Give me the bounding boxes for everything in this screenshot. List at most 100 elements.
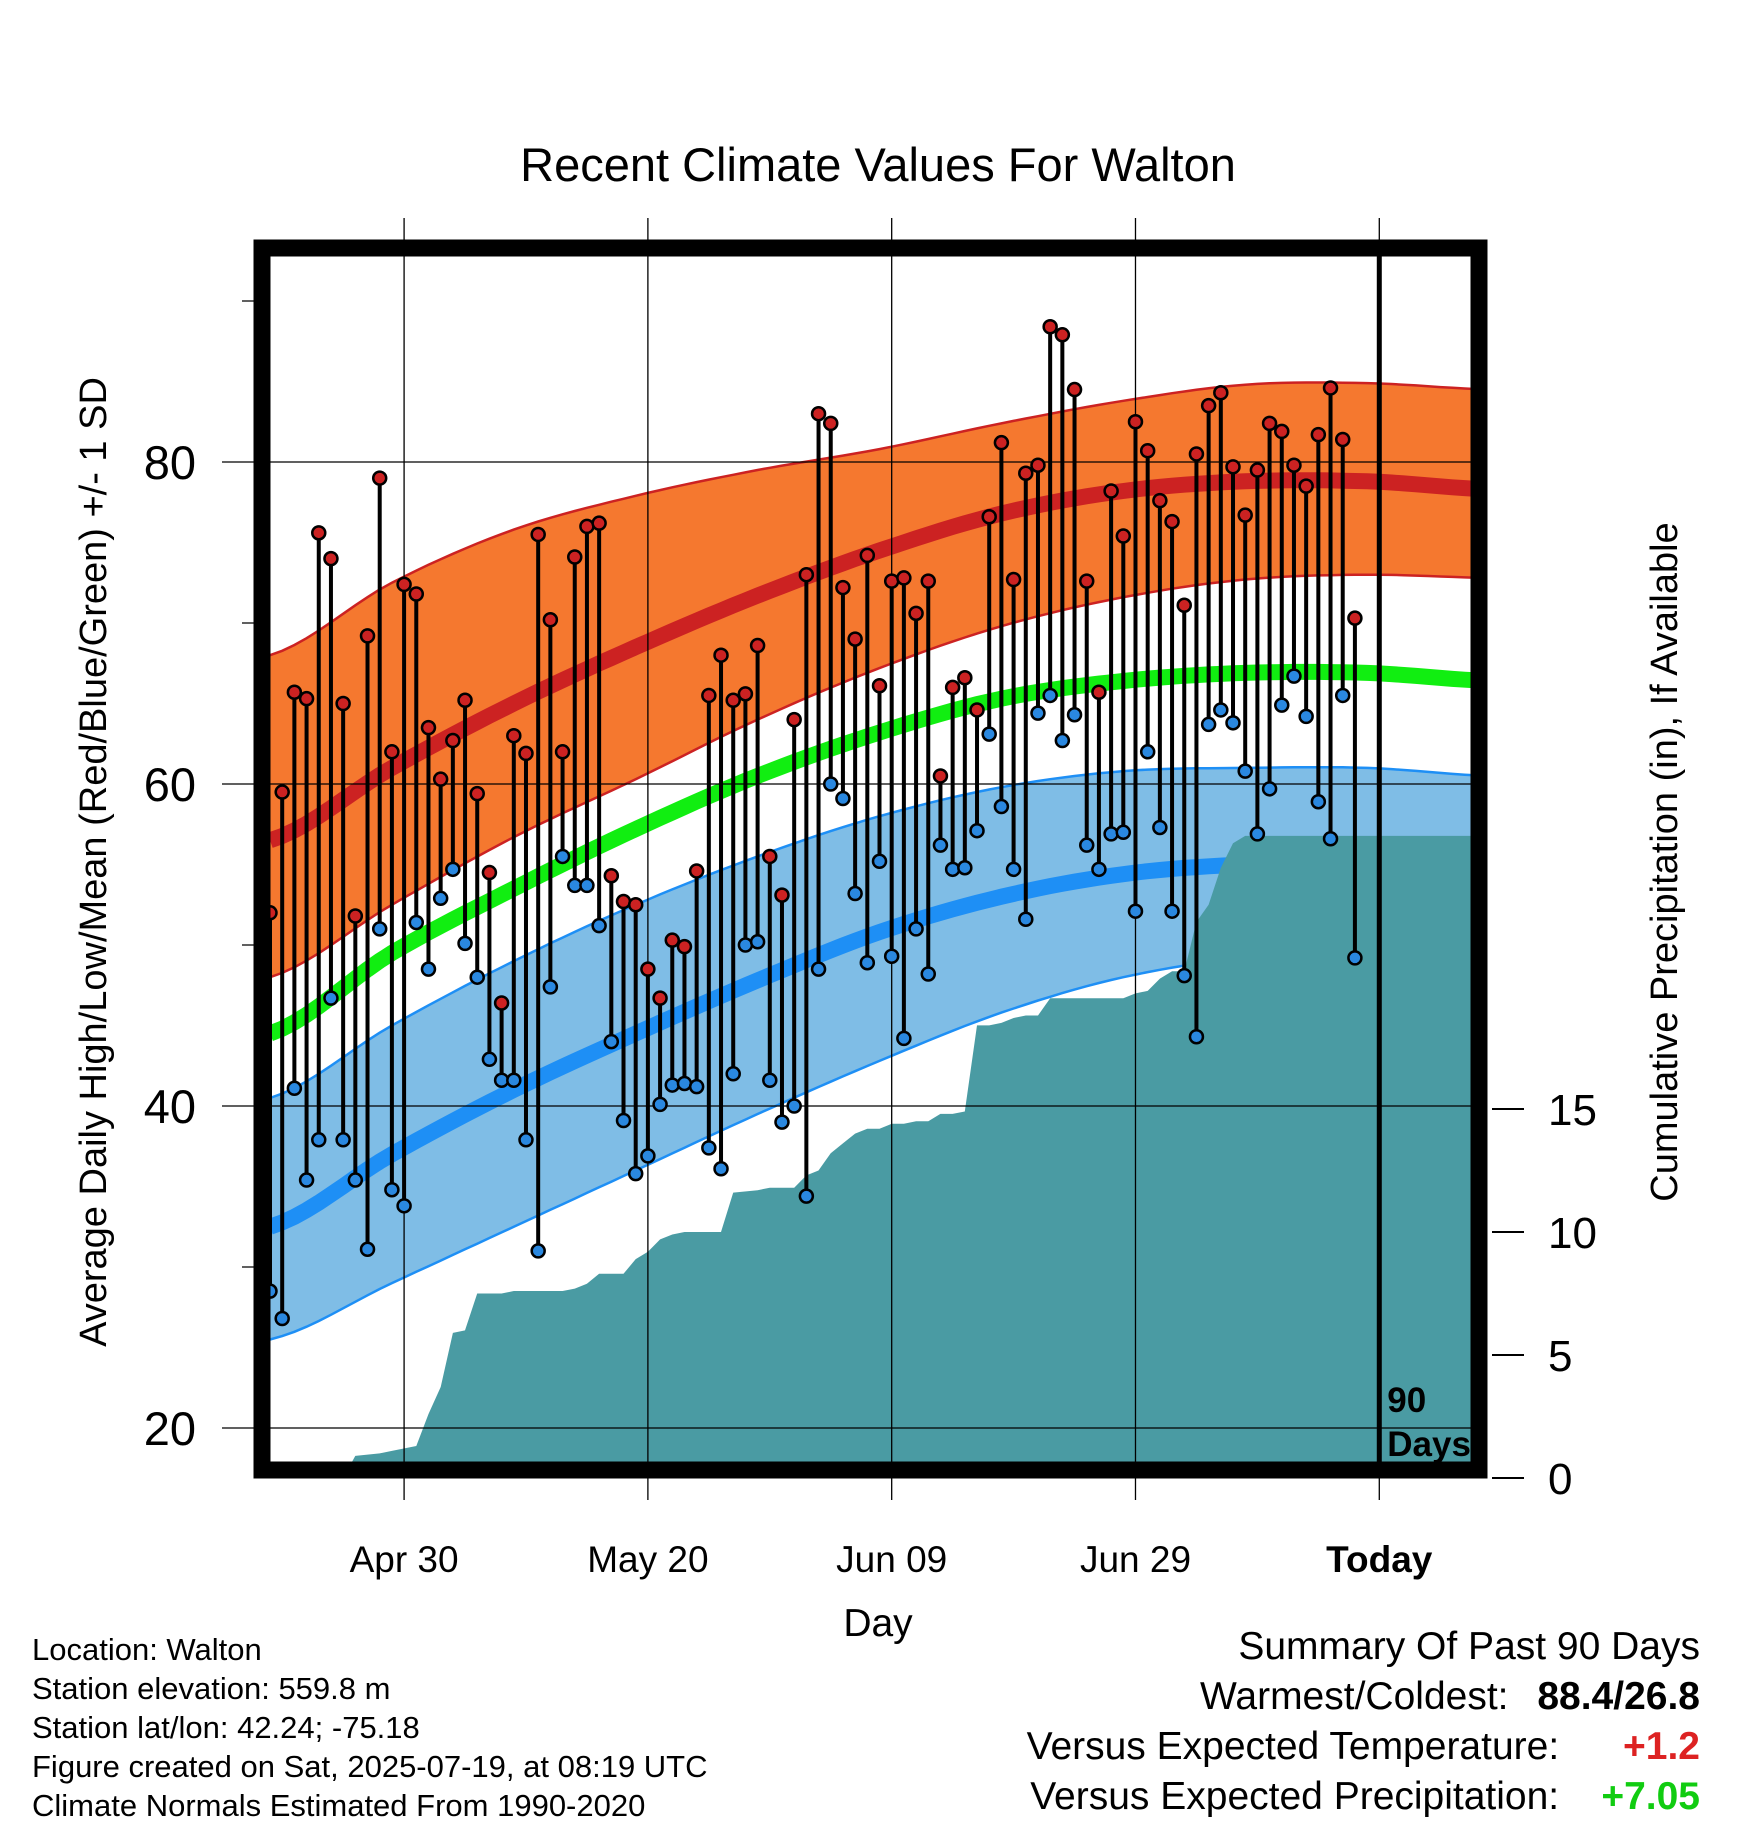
y2-tick-label: 15: [1548, 1086, 1597, 1135]
daily-low-point: [1347, 950, 1363, 966]
daily-high-point: [359, 628, 376, 644]
y-tick-label: 20: [144, 1402, 196, 1455]
daily-low-point: [1322, 830, 1339, 847]
daily-high-point: [1249, 462, 1266, 478]
y2-tick-label: 0: [1548, 1455, 1572, 1504]
summary-temp-row: Versus Expected Temperature: +1.2: [1027, 1722, 1700, 1772]
daily-high-point: [725, 692, 741, 709]
daily-low-point: [908, 921, 924, 937]
daily-low-point: [1225, 715, 1241, 731]
daily-high-point: [1005, 571, 1022, 588]
daily-low-point: [432, 890, 449, 907]
daily-low-point: [786, 1098, 802, 1114]
daily-low-point: [591, 917, 607, 934]
daily-high-point: [1261, 415, 1278, 432]
daily-high-point: [1286, 457, 1302, 473]
daily-high-point: [664, 932, 681, 948]
daily-high-point: [1347, 610, 1363, 626]
daily-low-point: [335, 1132, 351, 1148]
daily-high-point: [871, 678, 888, 694]
daily-high-point: [1066, 381, 1083, 398]
daily-high-point: [518, 745, 534, 762]
daily-low-point: [810, 961, 827, 977]
daily-high-point: [481, 864, 498, 881]
daily-high-point: [1361, 0, 1374, 7]
daily-high-point: [762, 848, 778, 865]
daily-low-point: [481, 1051, 498, 1068]
daily-low-point: [506, 1072, 522, 1088]
daily-high-point: [603, 868, 620, 884]
daily-high-point: [371, 470, 388, 486]
daily-high-point: [347, 908, 364, 924]
daily-low-point: [579, 877, 595, 894]
daily-low-point: [554, 848, 571, 865]
warmest-label: Warmest/Coldest:: [1200, 1675, 1509, 1718]
daily-low-point: [627, 1165, 644, 1182]
x-tick-label: May 20: [587, 1539, 708, 1580]
x-tick-label: Apr 30: [350, 1539, 459, 1580]
daily-high-point: [1139, 442, 1156, 459]
daily-high-point: [627, 897, 644, 913]
daily-low-point: [1274, 697, 1290, 713]
daily-low-point: [1200, 716, 1217, 733]
created-text: Figure created on Sat, 2025-07-19, at 08…: [32, 1749, 708, 1784]
temp-label: Versus Expected Temperature:: [1026, 1725, 1560, 1768]
daily-low-point: [347, 1172, 364, 1188]
daily-high-point: [993, 434, 1010, 451]
daily-low-point: [286, 1080, 303, 1097]
daily-low-point: [615, 1112, 632, 1129]
daily-high-point: [530, 526, 546, 543]
daily-low-point: [713, 1161, 729, 1177]
daily-high-point: [1213, 385, 1229, 401]
daily-high-point: [847, 631, 863, 647]
daily-low-point: [603, 1033, 620, 1050]
daily-high-point: [786, 711, 802, 728]
daily-low-point: [676, 1075, 693, 1092]
daily-low-point: [944, 861, 961, 878]
daily-high-point: [286, 684, 303, 700]
daily-low-point: [1005, 861, 1022, 878]
daily-high-point: [311, 525, 327, 541]
daily-low-point: [981, 726, 997, 742]
daily-low-point: [969, 822, 985, 839]
station-info: Location: Walton Station elevation: 559.…: [32, 1630, 708, 1825]
daily-low-point: [1310, 793, 1327, 810]
daily-high-point: [896, 570, 912, 586]
temp-value: +1.2: [1623, 1725, 1700, 1768]
daily-high-point: [1176, 597, 1192, 614]
daily-low-point: [957, 859, 973, 876]
daily-high-point: [432, 771, 449, 787]
daily-low-point: [1361, 0, 1374, 7]
daily-low-point: [469, 969, 485, 985]
daily-high-point: [323, 550, 339, 567]
daily-low-point: [1139, 744, 1156, 760]
y-axis-label: Average Daily High/Low/Mean (Red/Blue/Gr…: [73, 377, 115, 1347]
daily-low-point: [408, 914, 425, 931]
summary-warmest-row: Warmest/Coldest: 88.4/26.8: [1027, 1672, 1700, 1722]
precip-area: [270, 835, 1479, 1470]
daily-high-point: [835, 579, 851, 596]
daily-low-point: [1066, 707, 1083, 723]
daily-low-point: [1188, 1029, 1205, 1045]
daily-high-point: [1078, 573, 1095, 589]
daily-low-point: [725, 1066, 741, 1082]
daily-high-point: [652, 990, 668, 1006]
daily-low-point: [298, 1172, 315, 1188]
daily-high-point: [749, 637, 766, 654]
daily-high-point: [1274, 423, 1290, 440]
daily-low-point: [932, 837, 949, 853]
daily-low-point: [1334, 687, 1351, 704]
daily-high-point: [981, 508, 997, 525]
x-tick-label: Jun 29: [1080, 1539, 1191, 1580]
daily-high-point: [554, 744, 571, 760]
y2-axis-label: Cumulative Precipitation (in), If Availa…: [1644, 522, 1686, 1201]
daily-high-point: [420, 719, 437, 736]
daily-low-point: [1261, 781, 1278, 797]
warmest-value: 88.4/26.8: [1537, 1675, 1700, 1718]
daily-high-point: [737, 686, 754, 702]
daily-high-point: [506, 727, 522, 744]
daily-low-point: [993, 798, 1010, 815]
daily-low-point: [859, 954, 876, 971]
daily-high-point: [1042, 319, 1058, 335]
